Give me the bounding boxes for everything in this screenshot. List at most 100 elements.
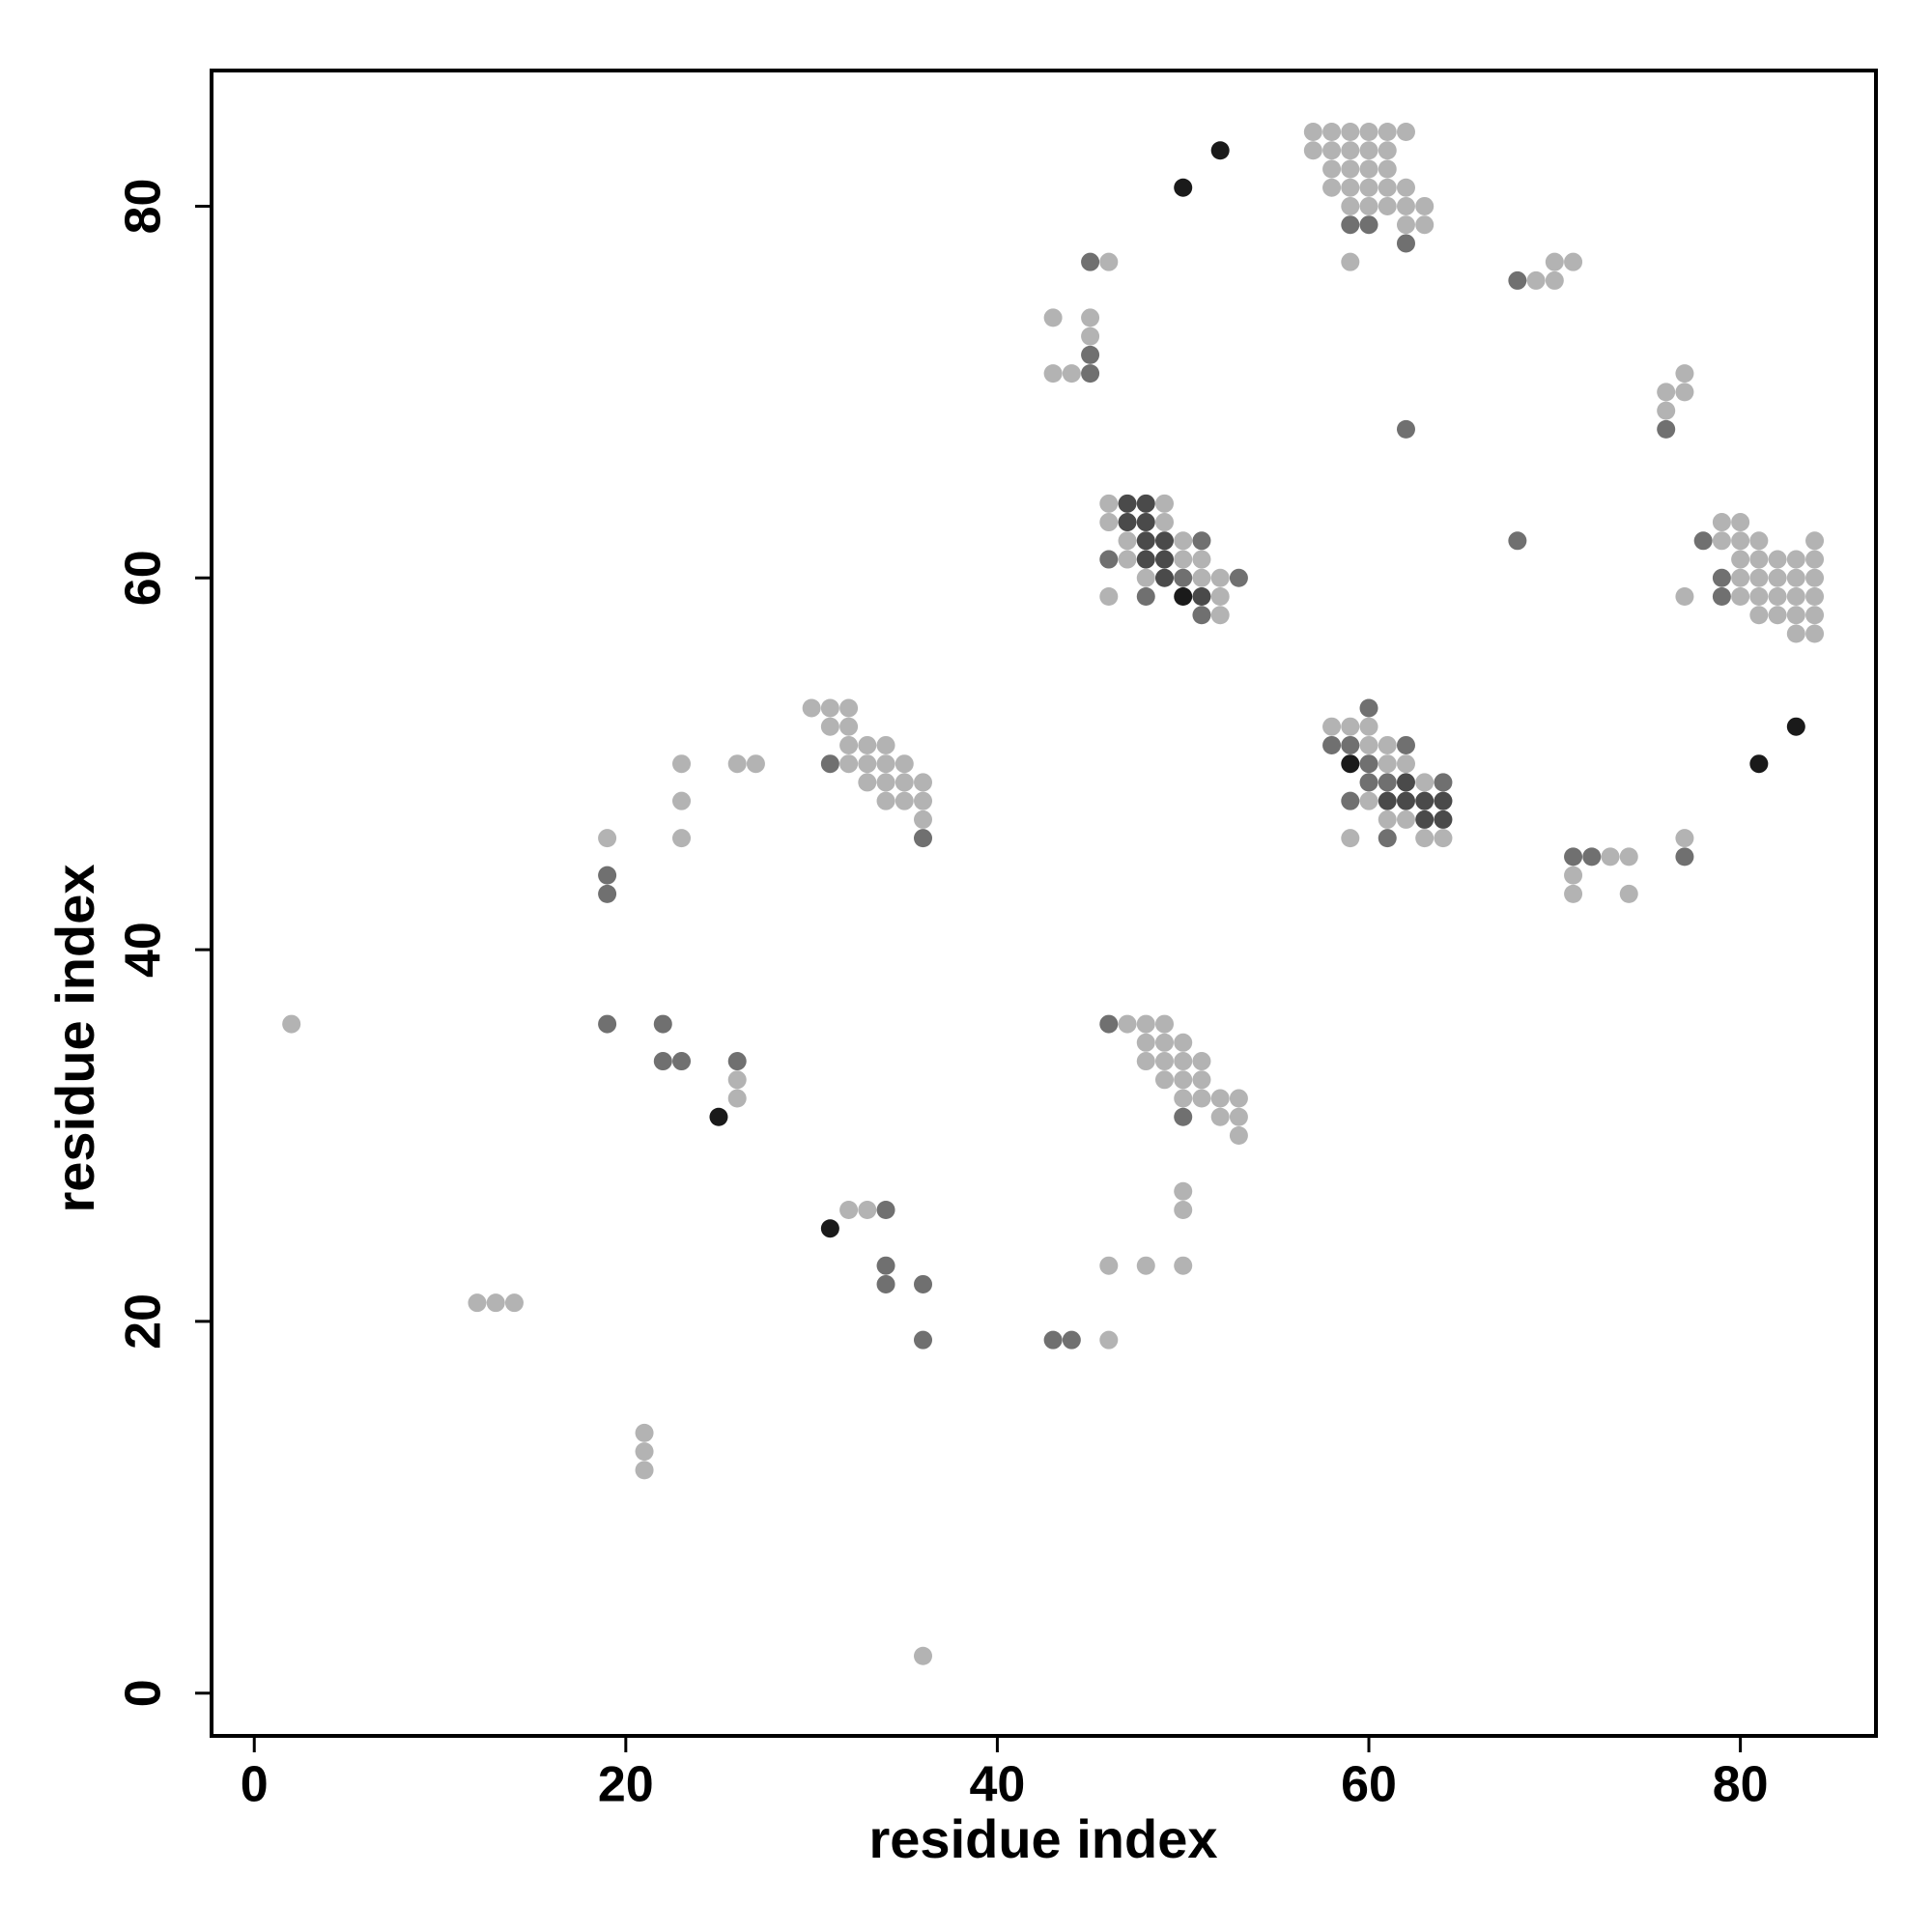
point — [635, 1423, 654, 1442]
point — [1396, 122, 1415, 141]
point — [1192, 1089, 1211, 1108]
point — [1786, 606, 1805, 625]
point — [1396, 178, 1415, 197]
point — [1359, 178, 1378, 197]
point — [839, 698, 859, 718]
point — [1805, 606, 1825, 625]
point — [1136, 494, 1155, 513]
x-tick-label: 40 — [970, 1757, 1026, 1813]
point — [1192, 531, 1211, 551]
point — [1174, 587, 1193, 607]
point — [1564, 884, 1583, 903]
point — [1118, 513, 1137, 532]
y-tick-label: 40 — [116, 922, 172, 978]
point — [1099, 494, 1119, 513]
point — [1749, 550, 1769, 569]
point — [727, 1052, 747, 1071]
point — [1805, 587, 1825, 607]
point — [1062, 364, 1081, 384]
point — [1322, 717, 1342, 736]
point — [1786, 717, 1805, 736]
point — [1359, 773, 1378, 792]
point — [1749, 568, 1769, 587]
point — [1341, 196, 1360, 215]
point — [1210, 587, 1230, 607]
point — [858, 1200, 877, 1219]
point — [635, 1461, 654, 1480]
point — [1768, 550, 1787, 569]
point — [1192, 1070, 1211, 1090]
point — [1322, 735, 1342, 754]
point — [1415, 196, 1435, 215]
point — [1174, 568, 1193, 587]
point — [598, 884, 617, 903]
point — [1099, 513, 1119, 532]
point — [1154, 513, 1174, 532]
point — [1396, 735, 1415, 754]
point — [914, 791, 933, 810]
point — [1675, 364, 1694, 384]
point — [1154, 568, 1174, 587]
point — [1675, 383, 1694, 402]
point — [876, 773, 895, 792]
point — [1396, 215, 1415, 235]
point — [1154, 1033, 1174, 1052]
point — [1341, 159, 1360, 179]
point — [486, 1293, 505, 1313]
point — [914, 829, 933, 848]
point — [1378, 178, 1397, 197]
point — [820, 1219, 839, 1238]
point — [914, 773, 933, 792]
point — [1378, 754, 1397, 774]
point — [914, 1274, 933, 1293]
point — [1154, 1052, 1174, 1071]
point — [727, 1070, 747, 1090]
point — [1359, 122, 1378, 141]
point — [1619, 847, 1638, 867]
point — [653, 1052, 672, 1071]
point — [1712, 531, 1731, 551]
point — [1341, 754, 1360, 774]
point — [1118, 550, 1137, 569]
point — [1210, 141, 1230, 160]
point — [1136, 1033, 1155, 1052]
point — [1136, 1052, 1155, 1071]
point — [1768, 568, 1787, 587]
point — [1378, 810, 1397, 829]
point — [1154, 1070, 1174, 1090]
point — [672, 791, 692, 810]
point — [895, 773, 914, 792]
point — [876, 1200, 895, 1219]
point — [1396, 773, 1415, 792]
point — [727, 1089, 747, 1108]
point — [1415, 810, 1435, 829]
point — [1043, 308, 1063, 327]
point — [1174, 1256, 1193, 1275]
point — [876, 754, 895, 774]
point — [1657, 419, 1676, 439]
point — [746, 754, 765, 774]
point — [1174, 1052, 1193, 1071]
point — [1564, 252, 1583, 271]
point — [858, 754, 877, 774]
point — [1174, 1107, 1193, 1126]
x-tick-label: 0 — [241, 1757, 269, 1813]
point — [672, 1052, 692, 1071]
point — [1174, 531, 1193, 551]
point — [1210, 1089, 1230, 1108]
point — [727, 754, 747, 774]
x-tick-label: 80 — [1713, 1757, 1769, 1813]
point — [1619, 884, 1638, 903]
point — [1526, 270, 1546, 290]
point — [858, 773, 877, 792]
point — [1341, 252, 1360, 271]
point — [1378, 159, 1397, 179]
point — [1601, 847, 1620, 867]
point — [1322, 141, 1342, 160]
point — [1545, 252, 1564, 271]
point — [1174, 1033, 1193, 1052]
point — [1322, 122, 1342, 141]
point — [1229, 1107, 1248, 1126]
point — [1378, 829, 1397, 848]
